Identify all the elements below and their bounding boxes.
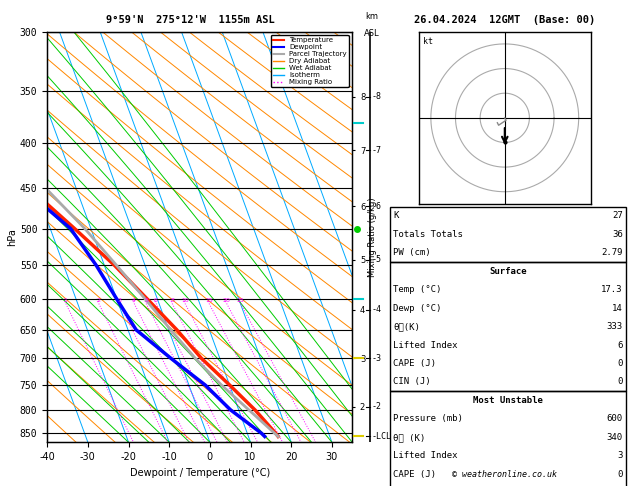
Text: km: km	[365, 12, 378, 21]
Text: 26.04.2024  12GMT  (Base: 00): 26.04.2024 12GMT (Base: 00)	[414, 15, 596, 25]
Text: θᴇ (K): θᴇ (K)	[393, 433, 425, 442]
Text: 10: 10	[181, 298, 189, 303]
Text: 8: 8	[170, 298, 174, 303]
Text: 36: 36	[612, 230, 623, 239]
Text: Dewp (°C): Dewp (°C)	[393, 304, 442, 312]
Text: Lifted Index: Lifted Index	[393, 341, 458, 349]
Text: 3: 3	[117, 298, 121, 303]
Text: 0: 0	[617, 470, 623, 479]
Text: Temp (°C): Temp (°C)	[393, 285, 442, 294]
Text: kt: kt	[423, 37, 433, 46]
Text: 1: 1	[64, 298, 68, 303]
Text: 9°59'N  275°12'W  1155m ASL: 9°59'N 275°12'W 1155m ASL	[106, 15, 275, 25]
Text: 6: 6	[617, 341, 623, 349]
Text: -8: -8	[371, 92, 381, 101]
Text: CAPE (J): CAPE (J)	[393, 470, 436, 479]
Text: Lifted Index: Lifted Index	[393, 451, 458, 460]
Legend: Temperature, Dewpoint, Parcel Trajectory, Dry Adiabat, Wet Adiabat, Isotherm, Mi: Temperature, Dewpoint, Parcel Trajectory…	[271, 35, 348, 87]
Text: Totals Totals: Totals Totals	[393, 230, 463, 239]
Text: 600: 600	[606, 415, 623, 423]
Text: 340: 340	[606, 433, 623, 442]
Text: 2.79: 2.79	[601, 248, 623, 257]
Text: -6: -6	[371, 202, 381, 211]
Text: θᴇ(K): θᴇ(K)	[393, 322, 420, 331]
Text: -5: -5	[371, 255, 381, 264]
Text: 15: 15	[205, 298, 213, 303]
Text: © weatheronline.co.uk: © weatheronline.co.uk	[452, 469, 557, 479]
Text: 0: 0	[617, 378, 623, 386]
Text: Most Unstable: Most Unstable	[473, 396, 543, 405]
Text: 333: 333	[606, 322, 623, 331]
Text: ASL: ASL	[364, 29, 379, 38]
Text: Pressure (mb): Pressure (mb)	[393, 415, 463, 423]
Text: 20: 20	[223, 298, 231, 303]
Text: 14: 14	[612, 304, 623, 312]
Text: K: K	[393, 211, 399, 220]
Text: 5: 5	[144, 298, 148, 303]
Y-axis label: hPa: hPa	[7, 228, 17, 246]
Text: -7: -7	[371, 146, 381, 155]
Text: CIN (J): CIN (J)	[393, 378, 431, 386]
Text: 6: 6	[154, 298, 158, 303]
Text: 25: 25	[237, 298, 245, 303]
Text: -3: -3	[371, 354, 381, 363]
X-axis label: Dewpoint / Temperature (°C): Dewpoint / Temperature (°C)	[130, 468, 270, 478]
Y-axis label: Mixing Ratio (g/kg): Mixing Ratio (g/kg)	[368, 197, 377, 277]
Text: 0: 0	[617, 359, 623, 368]
Text: 2: 2	[97, 298, 101, 303]
Text: -4: -4	[371, 305, 381, 314]
Text: -LCL: -LCL	[371, 432, 391, 441]
Text: 27: 27	[612, 211, 623, 220]
Text: -2: -2	[371, 402, 381, 411]
Text: CAPE (J): CAPE (J)	[393, 359, 436, 368]
Text: PW (cm): PW (cm)	[393, 248, 431, 257]
Text: 4: 4	[132, 298, 136, 303]
Text: 3: 3	[617, 451, 623, 460]
Text: Surface: Surface	[489, 267, 526, 276]
Text: 17.3: 17.3	[601, 285, 623, 294]
